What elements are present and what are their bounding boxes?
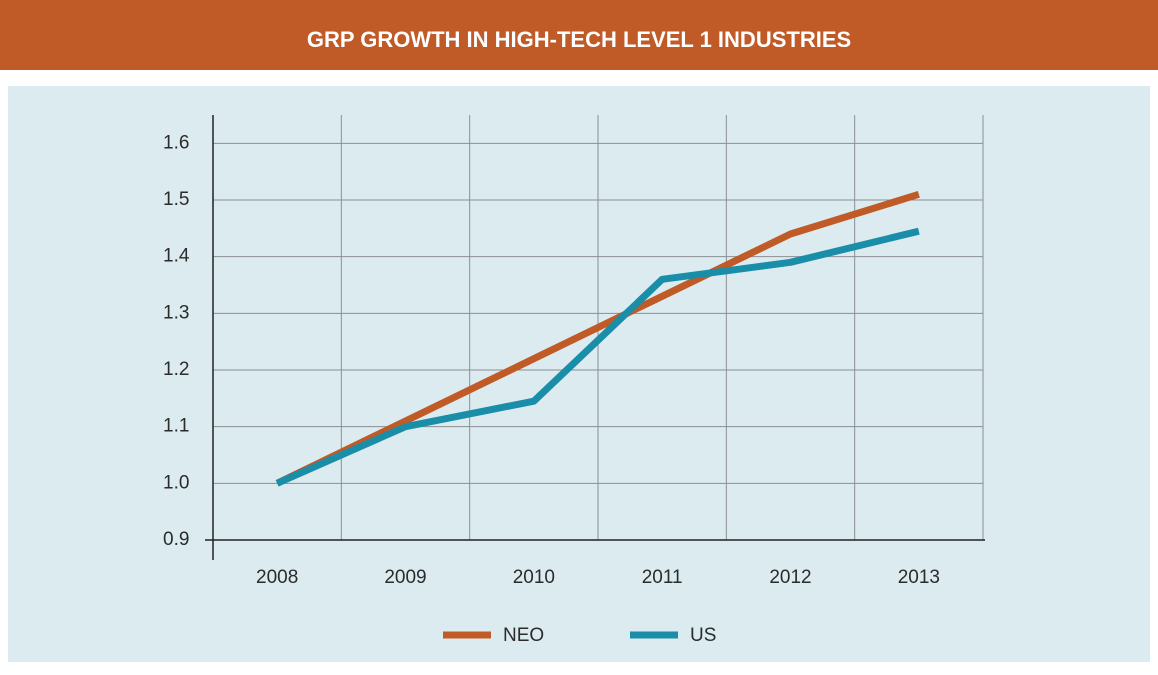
x-tick-label: 2012 bbox=[769, 567, 811, 588]
y-tick-label: 1.5 bbox=[163, 189, 189, 210]
chart-title: GRP GROWTH IN HIGH-TECH LEVEL 1 INDUSTRI… bbox=[307, 27, 851, 52]
plot-panel bbox=[8, 86, 1150, 662]
x-tick-label: 2010 bbox=[513, 567, 555, 588]
title-bar bbox=[0, 0, 1158, 70]
legend-label: US bbox=[690, 625, 716, 646]
line-series bbox=[275, 190, 920, 487]
x-tick-label: 2009 bbox=[384, 567, 426, 588]
x-tick-label: 2011 bbox=[642, 567, 683, 588]
x-tick-label: 2013 bbox=[898, 567, 940, 588]
y-tick-label: 1.4 bbox=[163, 246, 190, 267]
y-tick-label: 0.9 bbox=[163, 529, 189, 550]
legend-label: NEO bbox=[503, 625, 544, 646]
line-series bbox=[275, 227, 920, 487]
x-tick-label: 2008 bbox=[256, 567, 298, 588]
y-tick-label: 1.1 bbox=[163, 416, 189, 437]
y-tick-label: 1.3 bbox=[163, 302, 189, 323]
y-tick-label: 1.6 bbox=[163, 132, 189, 153]
y-tick-label: 1.0 bbox=[163, 472, 189, 493]
y-tick-label: 1.2 bbox=[163, 359, 189, 380]
